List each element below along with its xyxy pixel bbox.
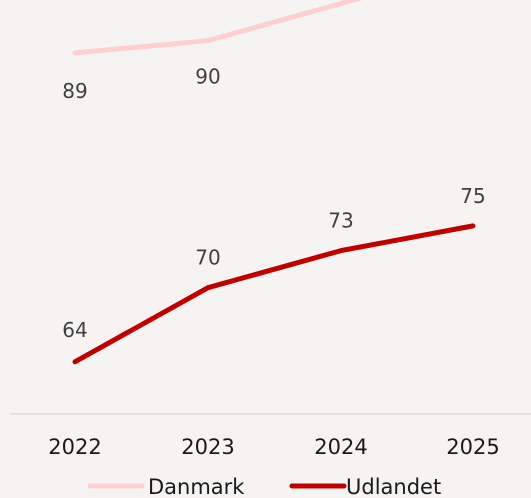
data-label-udlandet-2025: 75 bbox=[460, 184, 485, 208]
legend: Danmark Udlandet bbox=[87, 475, 441, 498]
x-tick-label-2023: 2023 bbox=[181, 435, 234, 459]
x-tick-label-2024: 2024 bbox=[314, 435, 367, 459]
data-label-layer: 8990939664707375 bbox=[62, 0, 485, 342]
x-tick-label-2025: 2025 bbox=[446, 435, 499, 459]
data-label-danmark-2024: 93 bbox=[328, 0, 353, 3]
x-axis-ticks: 2022 2023 2024 2025 bbox=[48, 435, 499, 459]
data-label-danmark-2022: 89 bbox=[62, 79, 87, 103]
legend-item-danmark: Danmark bbox=[87, 475, 245, 498]
series-line-udlandet bbox=[72, 223, 476, 365]
series-layer bbox=[72, 0, 476, 365]
data-label-danmark-2023: 90 bbox=[195, 65, 220, 89]
data-label-udlandet-2023: 70 bbox=[195, 246, 220, 270]
legend-item-udlandet: Udlandet bbox=[289, 475, 441, 498]
x-tick-label-2022: 2022 bbox=[48, 435, 101, 459]
legend-label-udlandet: Udlandet bbox=[346, 475, 441, 498]
data-label-udlandet-2022: 64 bbox=[62, 318, 87, 342]
series-line-danmark bbox=[72, 0, 363, 56]
legend-label-danmark: Danmark bbox=[148, 475, 245, 498]
data-label-udlandet-2024: 73 bbox=[328, 209, 353, 233]
